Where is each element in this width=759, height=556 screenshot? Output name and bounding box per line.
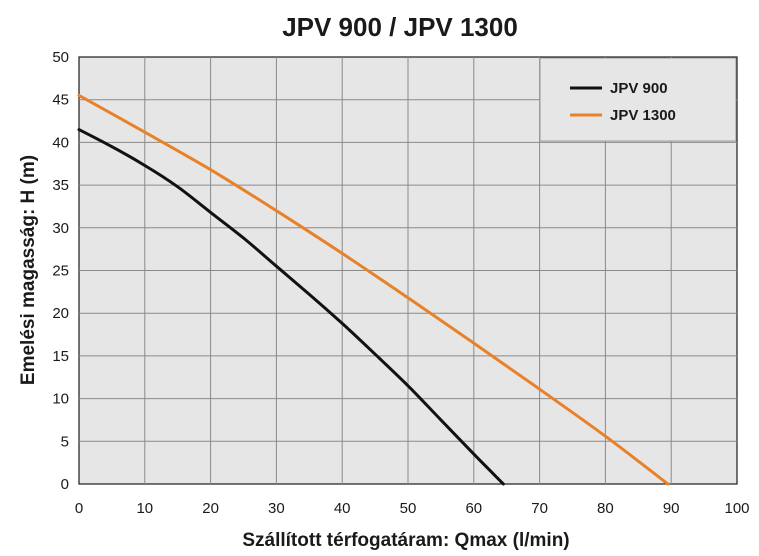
x-axis-label: Szállított térfogatáram: Qmax (l/min) — [242, 530, 569, 551]
x-tick-label: 40 — [334, 500, 351, 517]
x-tick-label: 10 — [136, 500, 153, 517]
series-line — [77, 93, 670, 486]
x-tick-label: 90 — [663, 500, 680, 517]
x-tick-label: 100 — [724, 500, 749, 517]
y-tick-label: 15 — [52, 348, 69, 365]
y-tick-label: 10 — [52, 391, 69, 408]
y-tick-label: 0 — [61, 476, 69, 493]
x-tick-label: 80 — [597, 500, 614, 517]
series-line — [77, 128, 505, 486]
y-tick-label: 25 — [52, 263, 69, 280]
x-tick-labels: 0 10 20 30 40 50 60 70 80 90 100 — [75, 500, 750, 517]
x-tick-label: 30 — [268, 500, 285, 517]
legend — [539, 57, 737, 142]
x-tick-label: 70 — [531, 500, 548, 517]
legend-label: JPV 900 — [610, 80, 668, 97]
y-axis-label: Emelési magasság: H (m) — [18, 155, 39, 385]
y-tick-label: 30 — [52, 220, 69, 237]
y-tick-label: 5 — [61, 433, 69, 450]
legend-items: JPV 900 JPV 1300 — [570, 80, 676, 124]
y-tick-label: 20 — [52, 305, 69, 322]
chart-title: JPV 900 / JPV 1300 — [282, 12, 518, 42]
x-tick-label: 60 — [465, 500, 482, 517]
y-tick-label: 45 — [52, 92, 69, 109]
series-lines — [77, 93, 670, 486]
y-tick-labels: 0 5 10 15 20 25 30 35 40 45 50 — [52, 49, 69, 493]
y-tick-label: 50 — [52, 49, 69, 66]
x-tick-label: 0 — [75, 500, 83, 517]
legend-label: JPV 1300 — [610, 107, 676, 124]
x-tick-label: 50 — [400, 500, 417, 517]
y-tick-label: 40 — [52, 134, 69, 151]
x-tick-label: 20 — [202, 500, 219, 517]
y-tick-label: 35 — [52, 177, 69, 194]
